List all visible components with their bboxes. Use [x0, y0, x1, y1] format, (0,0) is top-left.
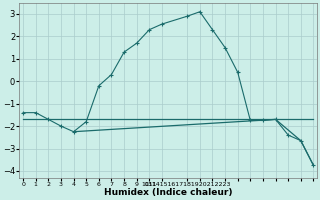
X-axis label: Humidex (Indice chaleur): Humidex (Indice chaleur) — [104, 188, 233, 197]
